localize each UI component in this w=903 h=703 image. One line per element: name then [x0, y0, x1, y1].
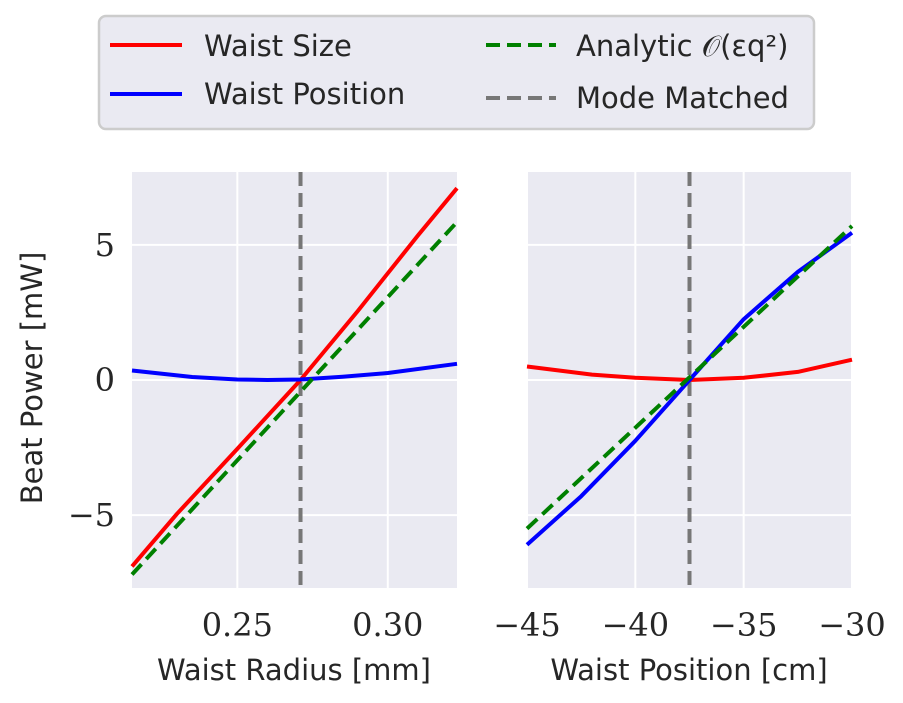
right-x-tick-labels: −45 −40 −35 −30: [493, 606, 886, 644]
left-x-tick-label-0: 0.25: [202, 606, 273, 644]
legend: Waist Size Waist Position Analytic 𝒪(εq²…: [97, 14, 816, 131]
legend-frame: [97, 14, 816, 131]
left-series-analytic-q: [130, 220, 459, 576]
right-x-tick-label-2: −35: [710, 606, 778, 644]
left-y-tick-label-0: −5: [68, 496, 115, 534]
legend-label-mode-matched: Mode Matched: [576, 81, 789, 115]
right-x-tick-label-3: −30: [818, 606, 886, 644]
legend-label-waist-size: Waist Size: [204, 29, 352, 63]
legend-label-analytic: Analytic 𝒪(εq²): [576, 29, 788, 63]
legend-label-waist-position: Waist Position: [204, 77, 405, 111]
right-x-tick-label-1: −40: [602, 606, 670, 644]
left-panel: 0.25 0.30 −5 0 5 Waist Radius [mm]: [68, 172, 459, 687]
right-series: [525, 172, 854, 588]
left-y-tick-label-2: 5: [95, 226, 115, 264]
right-panel: −45 −40 −35 −30 Waist Position [cm]: [493, 172, 886, 687]
left-y-tick-label-1: 0: [95, 361, 115, 399]
y-axis-label: Beat Power [mW]: [15, 252, 49, 505]
left-series: [130, 172, 459, 588]
right-series-analytic-q: [525, 224, 854, 531]
left-y-tick-labels: −5 0 5: [68, 226, 115, 534]
right-x-axis-label: Waist Position [cm]: [550, 653, 827, 687]
left-x-tick-label-1: 0.30: [352, 606, 423, 644]
left-x-tick-labels: 0.25 0.30: [202, 606, 424, 644]
right-x-tick-label-0: −45: [493, 606, 561, 644]
left-series-waist-position: [131, 361, 458, 382]
left-x-axis-label: Waist Radius [mm]: [157, 653, 431, 687]
